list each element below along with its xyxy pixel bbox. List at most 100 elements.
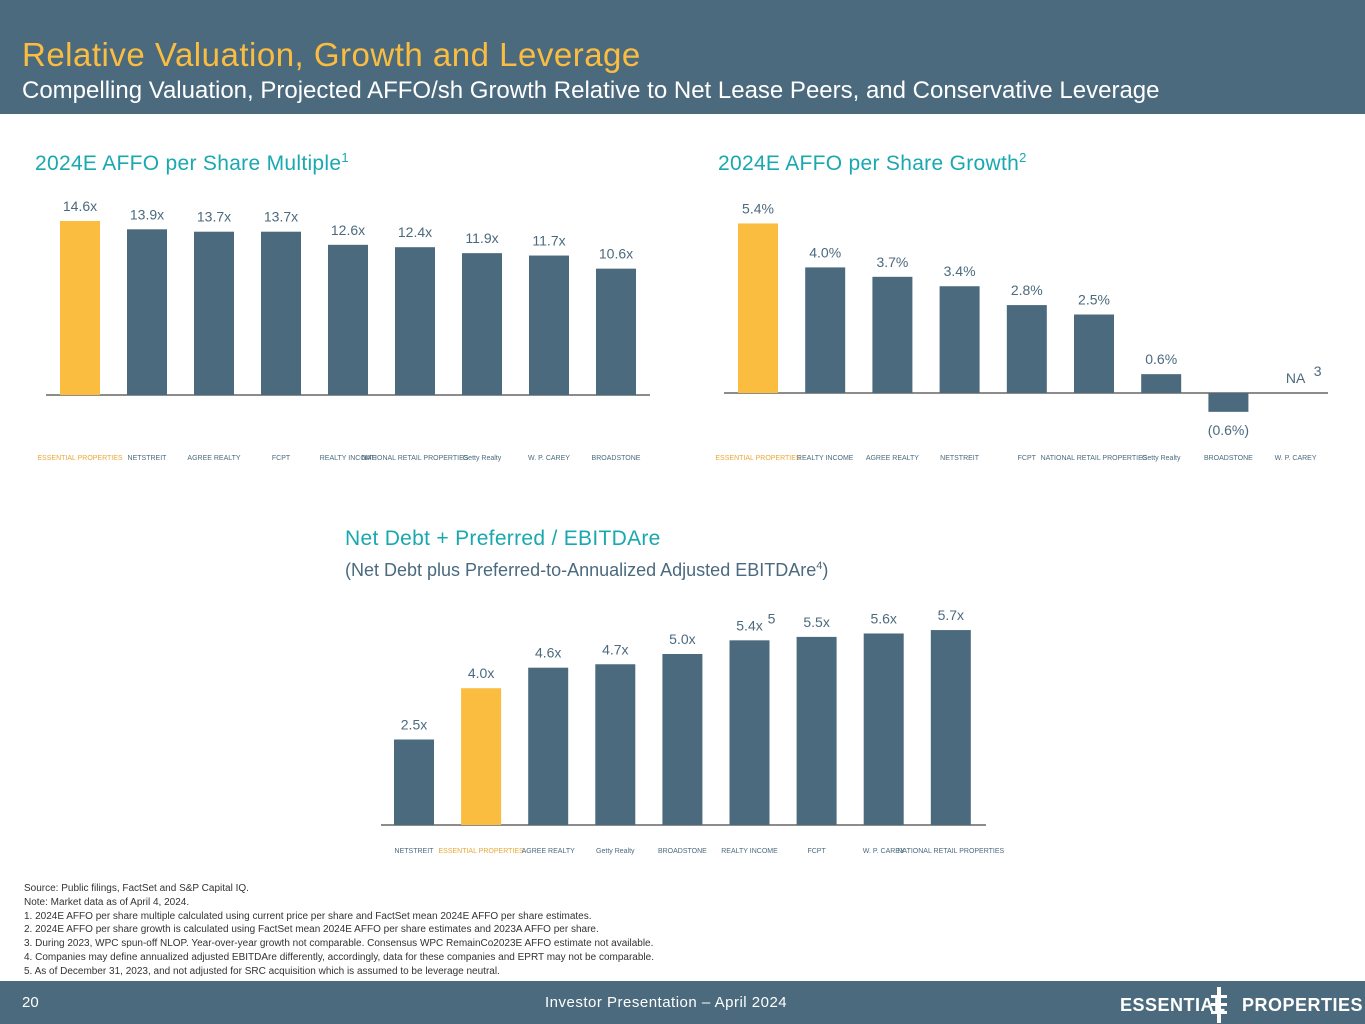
chart-1-bar-getty-realty (462, 253, 502, 395)
footnote-1: 1. 2024E AFFO per share multiple calcula… (24, 910, 592, 922)
chart-1-company-logo: Getty Realty (463, 455, 502, 462)
chart-3-bar-agree-realty (528, 667, 569, 825)
brand-mark-icon (1211, 987, 1227, 1023)
chart-2-bar-fcpt (1006, 305, 1047, 393)
footnote-source: Source: Public filings, FactSet and S&P … (24, 883, 249, 894)
chart-2-value-label: 3.7% (876, 254, 908, 270)
chart-2-company-logo: NETSTREIT (940, 455, 980, 462)
chart-2-value-label: NA (1286, 370, 1306, 386)
chart-2-company-logo: REALTY INCOME (797, 455, 854, 462)
chart-2-company-logo: AGREE REALTY (866, 455, 919, 462)
page-subtitle: Compelling Valuation, Projected AFFO/sh … (22, 77, 1160, 104)
multiple-chart-title: 2024E AFFO per Share Multiple1 (35, 150, 349, 175)
chart-3-company-logo: AGREE REALTY (522, 848, 575, 855)
header-banner: Relative Valuation, Growth and Leverage … (0, 0, 1365, 114)
chart-3-value-label: 5.5x (803, 614, 829, 630)
brand-logo: ESSENTIAL PROPERTIES (1120, 987, 1363, 1023)
chart-2: 5.4% ESSENTIAL PROPERTIES 4.0% REALTY INCOM… (715, 200, 1328, 462)
chart-2-company-logo: BROADSTONE (1204, 455, 1253, 462)
chart-1-value-label: 12.6x (331, 222, 365, 238)
chart-3-company-logo: W. P. CAREY (863, 848, 905, 855)
chart-3-bar-national-retail-properties (930, 630, 971, 825)
chart-1-value-label: 10.6x (599, 246, 633, 262)
footnotes: Source: Public filings, FactSet and S&P … (24, 882, 654, 979)
chart-1-value-label: 11.9x (465, 230, 498, 246)
footer-bar: 20 Investor Presentation – April 2024 ES… (0, 981, 1365, 1024)
chart-2-bar-netstreit (939, 286, 980, 393)
footnote-3: 3. During 2023, WPC spun-off NLOP. Year-… (24, 938, 654, 950)
chart-1-value-label: 11.7x (532, 233, 565, 249)
chart-3-footnote-mark: 5 (768, 610, 776, 626)
chart-3-value-label: 5.7x (938, 607, 964, 623)
chart-1-bar-realty-income (328, 244, 368, 395)
leverage-chart-subtitle: (Net Debt plus Preferred-to-Annualized A… (345, 560, 829, 580)
chart-1-value-label: 13.7x (197, 209, 231, 225)
chart-2-value-label: 0.6% (1145, 351, 1177, 367)
chart-1-bar-broadstone (596, 268, 636, 395)
footnote-2: 2. 2024E AFFO per share growth is calcul… (24, 924, 599, 936)
chart-3: 2.5x NETSTREIT 4.0x ESSENTIAL PROPERTIES 4.6… (381, 607, 1005, 855)
chart-2-company-logo: W. P. CAREY (1275, 455, 1317, 462)
chart-3-value-label: 5.0x (669, 631, 695, 647)
chart-1-company-logo: W. P. CAREY (528, 455, 570, 462)
chart-1-company-logo: BROADSTONE (592, 455, 641, 462)
chart-2-company-logo: Getty Realty (1142, 455, 1181, 462)
presentation-label: Investor Presentation – April 2024 (545, 994, 788, 1011)
chart-1-value-label: 12.4x (398, 224, 432, 240)
chart-3-value-label: 5.6x (870, 610, 896, 626)
chart-3-bar-netstreit (394, 739, 434, 825)
footnote-5: 5. As of December 31, 2023, and not adju… (24, 965, 500, 977)
chart-1-bar-w-p-carey (529, 255, 569, 395)
growth-chart-title: 2024E AFFO per Share Growth2 (718, 150, 1027, 175)
chart-3-bar-fcpt (796, 636, 837, 825)
chart-1-value-label: 14.6x (63, 198, 97, 214)
leverage-chart-title: Net Debt + Preferred / EBITDAre (345, 527, 661, 550)
chart-1-company-logo: NATIONAL RETAIL PROPERTIES (362, 455, 469, 462)
chart-3-value-label: 2.5x (401, 717, 427, 733)
chart-2-bar-getty-realty (1141, 374, 1182, 393)
chart-3-bar-w-p-carey (863, 633, 904, 825)
chart-2-company-logo: ESSENTIAL PROPERTIES (715, 455, 801, 462)
chart-2-value-label: 2.5% (1078, 292, 1110, 308)
chart-1-bar-fcpt (261, 231, 301, 395)
chart-1-company-logo: REALTY INCOME (320, 455, 377, 462)
chart-3-bar-broadstone (662, 654, 703, 825)
chart-2-value-label: 3.4% (944, 263, 976, 279)
chart-1-company-logo: ESSENTIAL PROPERTIES (37, 455, 123, 462)
brand-word-left: ESSENTIAL (1120, 995, 1226, 1015)
chart-1-bar-netstreit (127, 229, 167, 395)
chart-1-bar-essential-properties (60, 220, 100, 395)
brand-word-right: PROPERTIES (1242, 995, 1364, 1015)
page-number: 20 (22, 994, 39, 1011)
chart-3-value-label: 4.0x (468, 665, 494, 681)
chart-2-bar-essential-properties (738, 223, 778, 393)
chart-1-bar-national-retail-properties (395, 247, 435, 395)
chart-1-value-label: 13.9x (130, 206, 164, 222)
footnote-4: 4. Companies may define annualized adjus… (24, 951, 654, 963)
chart-3-company-logo: ESSENTIAL PROPERTIES (438, 848, 524, 855)
page-title: Relative Valuation, Growth and Leverage (22, 36, 641, 73)
chart-2-bar-national-retail-properties (1074, 314, 1114, 393)
chart-1-company-logo: FCPT (272, 455, 291, 462)
chart-3-company-logo: BROADSTONE (658, 848, 707, 855)
chart-2-company-logo: FCPT (1018, 455, 1037, 462)
chart-3-company-logo: FCPT (807, 848, 826, 855)
chart-3-company-logo: NETSTREIT (395, 848, 435, 855)
chart-2-company-logo: NATIONAL RETAIL PROPERTIES (1041, 455, 1148, 462)
chart-2-value-label: 5.4% (742, 200, 774, 216)
chart-1: 14.6x ESSENTIAL PROPERTIES 13.9x NETSTREIT 1… (37, 198, 650, 462)
chart-3-bar-getty-realty (595, 664, 636, 825)
chart-3-value-label: 5.4x (736, 617, 762, 633)
chart-1-company-logo: NETSTREIT (128, 455, 168, 462)
chart-2-footnote-mark: 3 (1314, 363, 1322, 379)
chart-2-bar-realty-income (805, 267, 846, 393)
chart-3-bar-realty-income (729, 640, 770, 825)
chart-2-value-label: 4.0% (809, 244, 841, 260)
chart-2-value-label: (0.6%) (1208, 422, 1249, 438)
chart-3-company-logo: REALTY INCOME (721, 848, 778, 855)
chart-1-company-logo: AGREE REALTY (187, 455, 240, 462)
chart-1-value-label: 13.7x (264, 209, 298, 225)
chart-2-bar-broadstone (1208, 393, 1249, 412)
chart-2-bar-agree-realty (872, 276, 913, 393)
